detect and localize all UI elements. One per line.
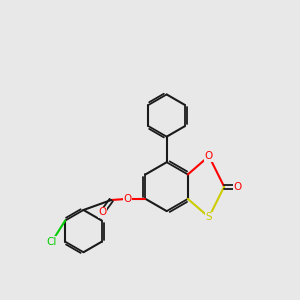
Text: O: O [98,207,106,217]
Text: Cl: Cl [47,237,57,247]
Text: O: O [233,182,242,192]
Text: S: S [206,212,212,222]
Text: O: O [205,151,213,161]
Text: O: O [123,194,131,204]
